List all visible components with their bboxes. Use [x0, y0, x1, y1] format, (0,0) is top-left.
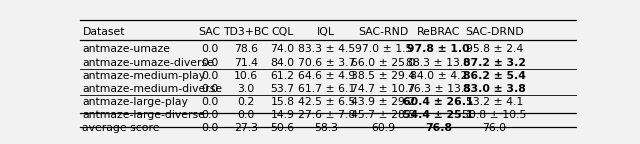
Text: 0.0: 0.0 [201, 97, 218, 107]
Text: 0.0: 0.0 [201, 71, 218, 81]
Text: 74.7 ± 10.7: 74.7 ± 10.7 [351, 84, 415, 94]
Text: 53.7: 53.7 [270, 84, 294, 94]
Text: 71.4: 71.4 [234, 58, 258, 68]
Text: 84.0: 84.0 [270, 58, 294, 68]
Text: 0.2: 0.2 [237, 97, 255, 107]
Text: 61.7 ± 6.1: 61.7 ± 6.1 [298, 84, 355, 94]
Text: 42.5 ± 6.5: 42.5 ± 6.5 [298, 97, 355, 107]
Text: 27.6 ± 7.8: 27.6 ± 7.8 [298, 110, 355, 120]
Text: 60.4 ± 26.1: 60.4 ± 26.1 [403, 97, 474, 107]
Text: SAC-RND: SAC-RND [358, 27, 408, 37]
Text: SAC: SAC [198, 27, 221, 37]
Text: 54.4 ± 25.1: 54.4 ± 25.1 [403, 110, 474, 120]
Text: 97.0 ± 1.5: 97.0 ± 1.5 [355, 44, 412, 54]
Text: 45.7 ± 28.5: 45.7 ± 28.5 [351, 110, 415, 120]
Text: 0.0: 0.0 [201, 44, 218, 54]
Text: 15.8: 15.8 [270, 97, 294, 107]
Text: 50.8 ± 10.5: 50.8 ± 10.5 [463, 110, 527, 120]
Text: 58.3: 58.3 [314, 123, 339, 133]
Text: 61.2: 61.2 [270, 71, 294, 81]
Text: TD3+BC: TD3+BC [223, 27, 269, 37]
Text: 60.9: 60.9 [371, 123, 396, 133]
Text: average score: average score [83, 123, 160, 133]
Text: 76.0: 76.0 [483, 123, 507, 133]
Text: 76.3 ± 13.5: 76.3 ± 13.5 [406, 84, 470, 94]
Text: 86.2 ± 5.4: 86.2 ± 5.4 [463, 71, 526, 81]
Text: antmaze-large-diverse: antmaze-large-diverse [83, 110, 205, 120]
Text: antmaze-umaze-diverse: antmaze-umaze-diverse [83, 58, 214, 68]
Text: 43.9 ± 29.2: 43.9 ± 29.2 [351, 97, 415, 107]
Text: 0.0: 0.0 [201, 123, 218, 133]
Text: Dataset: Dataset [83, 27, 125, 37]
Text: 0.0: 0.0 [237, 110, 255, 120]
Text: SAC-DRND: SAC-DRND [465, 27, 524, 37]
Text: antmaze-large-play: antmaze-large-play [83, 97, 188, 107]
Text: ReBRAC: ReBRAC [417, 27, 460, 37]
Text: 83.0 ± 3.8: 83.0 ± 3.8 [463, 84, 526, 94]
Text: antmaze-medium-play: antmaze-medium-play [83, 71, 205, 81]
Text: 74.0: 74.0 [270, 44, 294, 54]
Text: 87.2 ± 3.2: 87.2 ± 3.2 [463, 58, 526, 68]
Text: 70.6 ± 3.7: 70.6 ± 3.7 [298, 58, 355, 68]
Text: 88.3 ± 13.0: 88.3 ± 13.0 [406, 58, 471, 68]
Text: 50.6: 50.6 [270, 123, 294, 133]
Text: 78.6: 78.6 [234, 44, 258, 54]
Text: 3.0: 3.0 [237, 84, 255, 94]
Text: 0.0: 0.0 [201, 110, 218, 120]
Text: antmaze-umaze: antmaze-umaze [83, 44, 170, 54]
Text: IQL: IQL [317, 27, 335, 37]
Text: antmaze-medium-diverse: antmaze-medium-diverse [83, 84, 223, 94]
Text: 53.2 ± 4.1: 53.2 ± 4.1 [466, 97, 524, 107]
Text: 76.8: 76.8 [425, 123, 452, 133]
Text: 10.6: 10.6 [234, 71, 258, 81]
Text: 27.3: 27.3 [234, 123, 258, 133]
Text: 66.0 ± 25.0: 66.0 ± 25.0 [351, 58, 415, 68]
Text: 64.6 ± 4.9: 64.6 ± 4.9 [298, 71, 355, 81]
Text: 0.0: 0.0 [201, 58, 218, 68]
Text: 95.8 ± 2.4: 95.8 ± 2.4 [466, 44, 524, 54]
Text: 14.9: 14.9 [270, 110, 294, 120]
Text: 38.5 ± 29.4: 38.5 ± 29.4 [351, 71, 415, 81]
Text: 83.3 ± 4.5: 83.3 ± 4.5 [298, 44, 355, 54]
Text: 84.0 ± 4.2: 84.0 ± 4.2 [410, 71, 467, 81]
Text: 97.8 ± 1.0: 97.8 ± 1.0 [407, 44, 470, 54]
Text: CQL: CQL [271, 27, 294, 37]
Text: 0.0: 0.0 [201, 84, 218, 94]
